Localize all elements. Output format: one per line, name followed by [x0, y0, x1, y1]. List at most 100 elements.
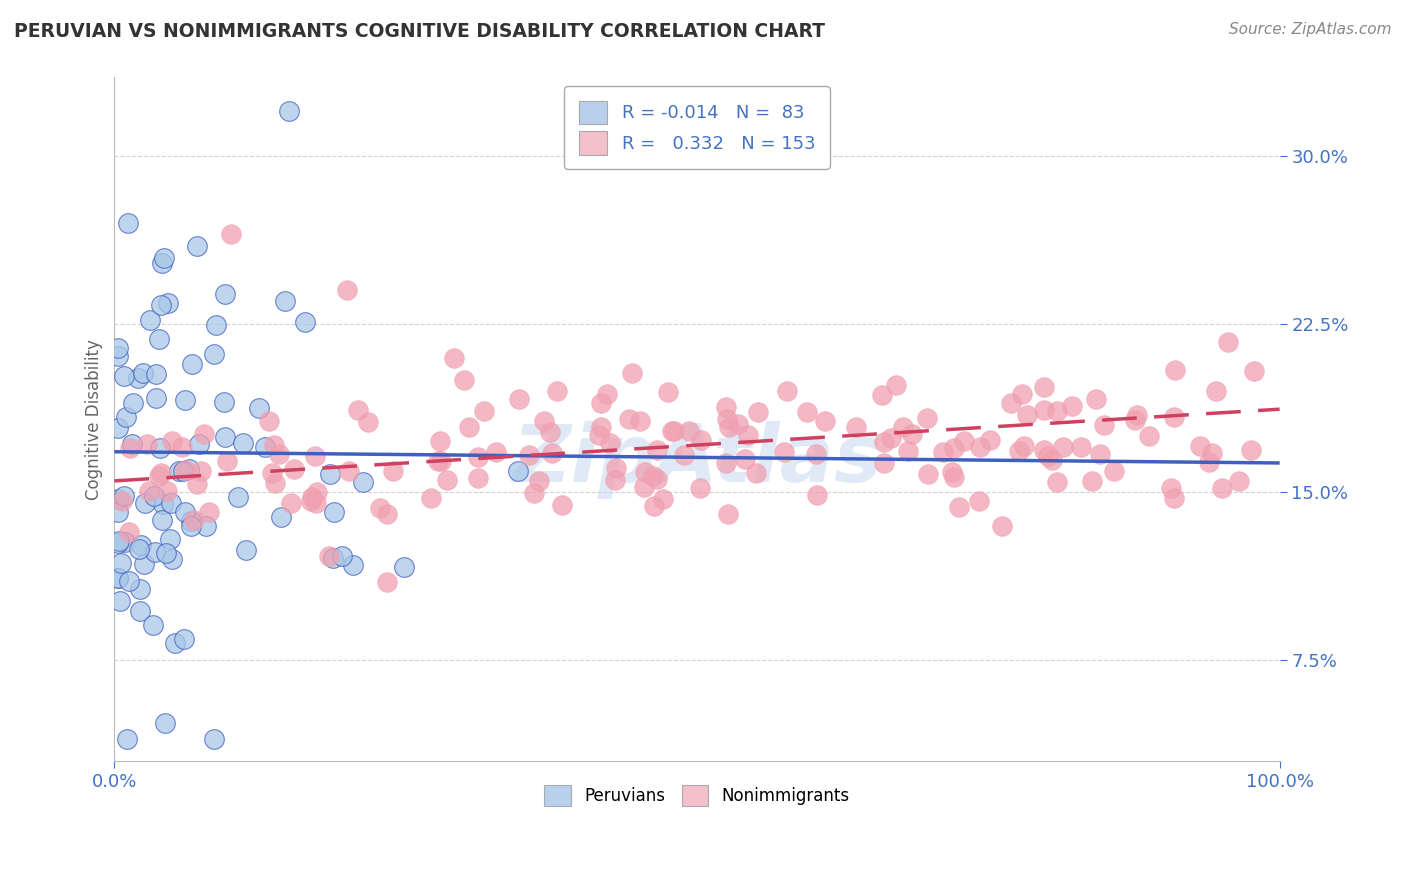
Point — [599, 436, 621, 450]
Point — [346, 402, 368, 417]
Point — [969, 440, 991, 454]
Point — [112, 369, 135, 384]
Point — [485, 444, 508, 458]
Point — [127, 371, 149, 385]
Point — [159, 532, 181, 546]
Point — [634, 466, 657, 480]
Point — [138, 483, 160, 498]
Point — [205, 318, 228, 333]
Point — [336, 284, 359, 298]
Point — [167, 464, 190, 478]
Point — [142, 618, 165, 632]
Point — [943, 442, 966, 456]
Point — [257, 414, 280, 428]
Point — [1070, 440, 1092, 454]
Point — [159, 496, 181, 510]
Point — [153, 252, 176, 266]
Point — [1198, 455, 1220, 469]
Point — [884, 377, 907, 392]
Point — [112, 489, 135, 503]
Point — [283, 461, 305, 475]
Point — [1240, 443, 1263, 458]
Point — [134, 558, 156, 572]
Point — [1052, 440, 1074, 454]
Point — [1008, 443, 1031, 458]
Point — [662, 424, 685, 438]
Point — [156, 484, 179, 499]
Point — [1163, 491, 1185, 505]
Point — [235, 542, 257, 557]
Point — [1032, 402, 1054, 417]
Point — [420, 491, 443, 506]
Point — [118, 574, 141, 589]
Point — [453, 373, 475, 387]
Point — [318, 549, 340, 563]
Point — [1227, 474, 1250, 488]
Point — [1163, 410, 1185, 425]
Point — [142, 489, 165, 503]
Point — [508, 392, 530, 407]
Point — [107, 420, 129, 434]
Point — [165, 635, 187, 649]
Point — [1046, 475, 1069, 490]
Point — [745, 467, 768, 481]
Point — [107, 533, 129, 548]
Point — [377, 574, 399, 589]
Point — [436, 473, 458, 487]
Point — [1017, 409, 1039, 423]
Point — [1188, 439, 1211, 453]
Point — [263, 476, 285, 491]
Point — [318, 467, 340, 481]
Point — [605, 461, 627, 475]
Point — [174, 505, 197, 519]
Point — [628, 413, 651, 427]
Point — [457, 420, 479, 434]
Point — [149, 441, 172, 455]
Point — [186, 239, 208, 253]
Point — [427, 454, 450, 468]
Point — [202, 731, 225, 746]
Point — [969, 494, 991, 508]
Point — [1040, 453, 1063, 467]
Point — [917, 411, 939, 425]
Point — [1125, 413, 1147, 427]
Point — [304, 449, 326, 463]
Point — [443, 351, 465, 366]
Point — [716, 412, 738, 426]
Point — [375, 507, 398, 521]
Point — [128, 604, 150, 618]
Point — [1033, 442, 1056, 457]
Point — [305, 485, 328, 500]
Point — [1216, 334, 1239, 349]
Point — [152, 497, 174, 511]
Point — [953, 434, 976, 449]
Point — [131, 538, 153, 552]
Point — [717, 420, 740, 434]
Point — [901, 426, 924, 441]
Point — [352, 475, 374, 489]
Point — [114, 535, 136, 549]
Point — [1080, 475, 1102, 489]
Point — [747, 405, 769, 419]
Point — [467, 450, 489, 465]
Point — [270, 509, 292, 524]
Point — [1033, 380, 1056, 394]
Point — [806, 488, 828, 502]
Point — [274, 293, 297, 308]
Point — [588, 427, 610, 442]
Point — [204, 347, 226, 361]
Point — [943, 470, 966, 484]
Point — [217, 454, 239, 468]
Point — [180, 519, 202, 533]
Point — [183, 513, 205, 527]
Point — [337, 464, 360, 478]
Point — [160, 551, 183, 566]
Point — [1046, 404, 1069, 418]
Point — [678, 424, 700, 438]
Point — [173, 462, 195, 476]
Point — [177, 462, 200, 476]
Point — [330, 549, 353, 563]
Point — [249, 401, 271, 415]
Point — [107, 491, 129, 506]
Text: PERUVIAN VS NONIMMIGRANTS COGNITIVE DISABILITY CORRELATION CHART: PERUVIAN VS NONIMMIGRANTS COGNITIVE DISA… — [14, 22, 825, 41]
